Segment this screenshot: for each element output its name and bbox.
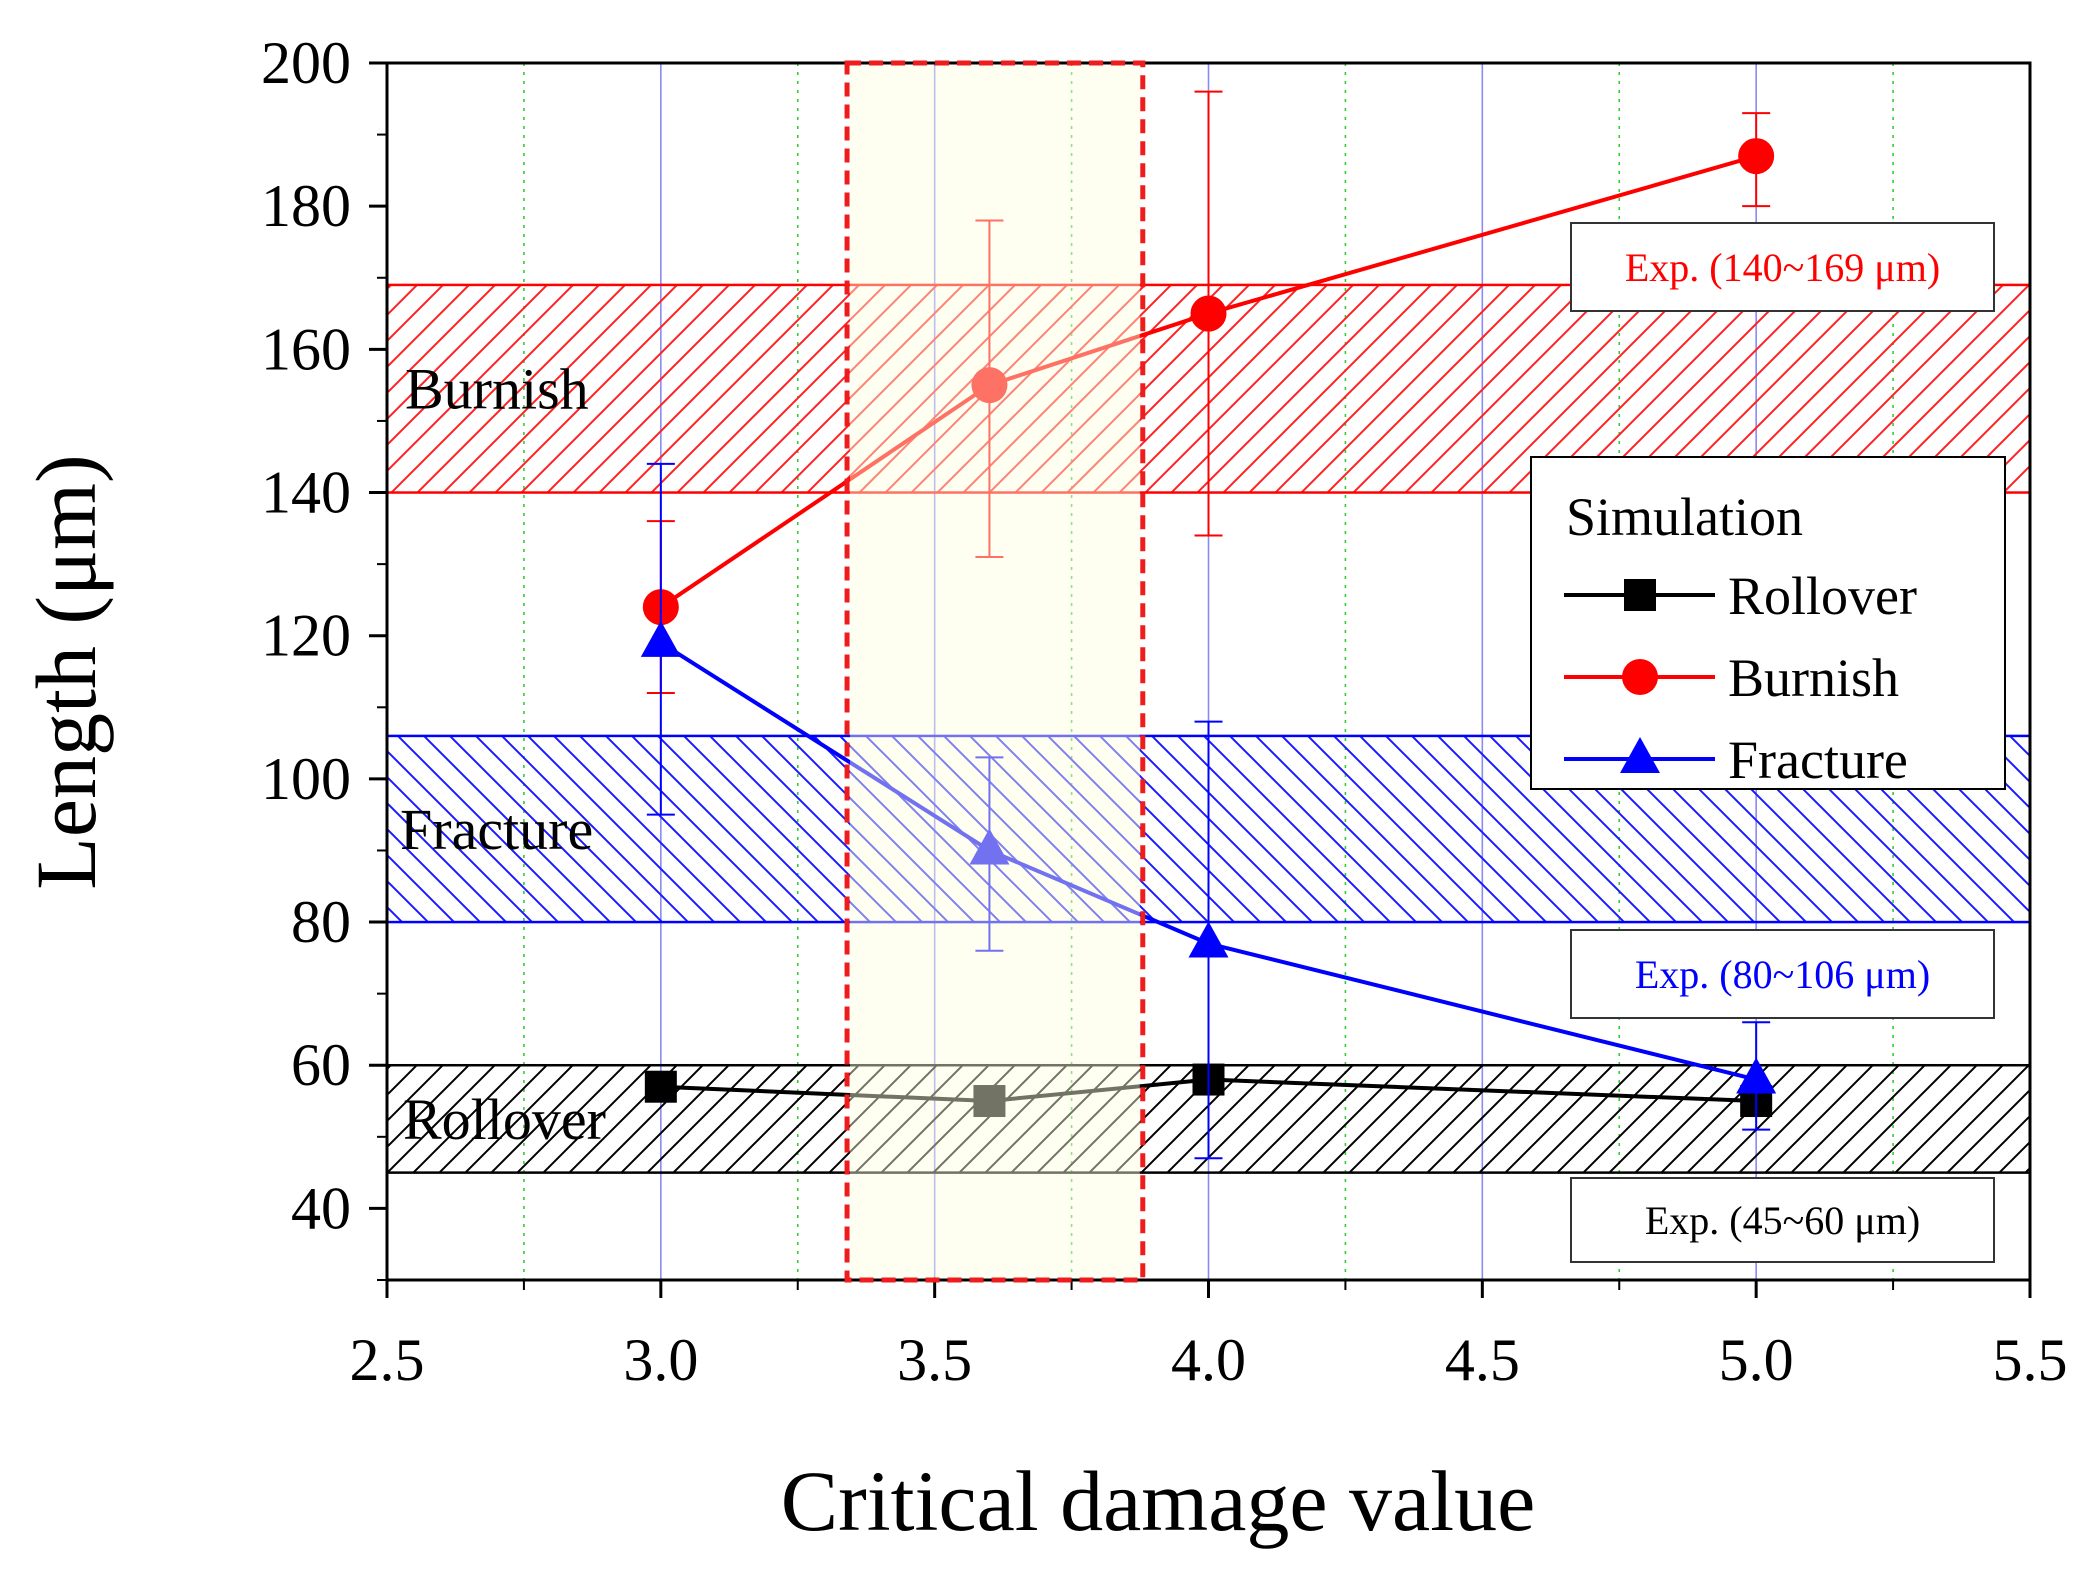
data-point-fracture <box>969 828 1010 865</box>
data-point-rollover <box>644 1070 677 1103</box>
legend-title: Simulation <box>1566 487 1803 547</box>
y-tick-label: 120 <box>261 603 351 669</box>
exp-label-rollover: Exp. (45~60 μm) <box>1645 1198 1920 1243</box>
y-tick-label: 40 <box>291 1175 351 1241</box>
legend-label-burnish: Burnish <box>1728 648 1899 708</box>
legend-label-rollover: Rollover <box>1728 566 1917 626</box>
exp-label-fracture: Exp. (80~106 μm) <box>1635 952 1930 997</box>
band-label-fracture: Fracture <box>400 797 593 862</box>
data-point-fracture <box>1188 921 1229 958</box>
y-tick-label: 160 <box>261 316 351 382</box>
band-label-rollover: Rollover <box>403 1087 606 1152</box>
series-line-fracture <box>659 641 1757 1082</box>
legend-label-fracture: Fracture <box>1728 730 1908 790</box>
critical-range-highlight <box>844 60 1146 1283</box>
legend-marker-burnish <box>1622 659 1658 695</box>
data-point-rollover <box>973 1085 1006 1118</box>
x-tick-label: 3.5 <box>897 1327 972 1393</box>
exp-box-burnish <box>1570 222 1995 312</box>
legend: Simulation Rollover Burnish Fracture <box>1530 456 2006 790</box>
exp-label-burnish: Exp. (140~169 μm) <box>1625 245 1940 290</box>
y-tick-label: 140 <box>261 460 351 526</box>
series-layer <box>640 66 1777 1277</box>
legend-marker-rollover <box>1624 579 1656 611</box>
y-tick-label: 200 <box>261 30 351 96</box>
x-axis-title: Critical damage value <box>781 1453 1536 1549</box>
data-point-fracture <box>1736 1057 1777 1094</box>
x-tick-label: 5.0 <box>1719 1327 1794 1393</box>
y-tick-label: 180 <box>261 173 351 239</box>
y-tick-label: 100 <box>261 746 351 812</box>
y-axis-title: Length (μm) <box>18 454 114 889</box>
y-tick-label: 80 <box>291 889 351 955</box>
data-point-burnish <box>1738 138 1775 175</box>
data-point-burnish <box>971 367 1008 404</box>
legend-marker-fracture <box>1620 737 1660 773</box>
x-tick-label: 4.0 <box>1171 1327 1246 1393</box>
data-point-burnish <box>1190 295 1227 332</box>
x-tick-label: 3.0 <box>623 1327 698 1393</box>
series-fracture <box>640 462 1777 1160</box>
experiment-labels: Exp. (140~169 μm) Exp. (80~106 μm) Exp. (4… <box>1570 222 1995 1263</box>
legend-box <box>1530 456 2006 790</box>
exp-box-fracture <box>1570 929 1995 1019</box>
series-line-rollover <box>660 1077 1757 1104</box>
band-label-burnish: Burnish <box>405 357 589 422</box>
x-tick-label: 2.5 <box>350 1327 425 1393</box>
x-tick-label: 4.5 <box>1445 1327 1520 1393</box>
axis-ticks: 2.5 3.0 3.5 4.0 4.5 5.0 5.5 40 60 80 100 120 140 160 1… <box>261 30 2068 1393</box>
highlight-overlay <box>850 66 1140 1277</box>
y-tick-label: 60 <box>291 1032 351 1098</box>
data-point-fracture <box>640 620 681 657</box>
exp-box-rollover <box>1570 1177 1995 1263</box>
series-line-burnish <box>659 154 1757 609</box>
x-tick-label: 5.5 <box>1993 1327 2068 1393</box>
